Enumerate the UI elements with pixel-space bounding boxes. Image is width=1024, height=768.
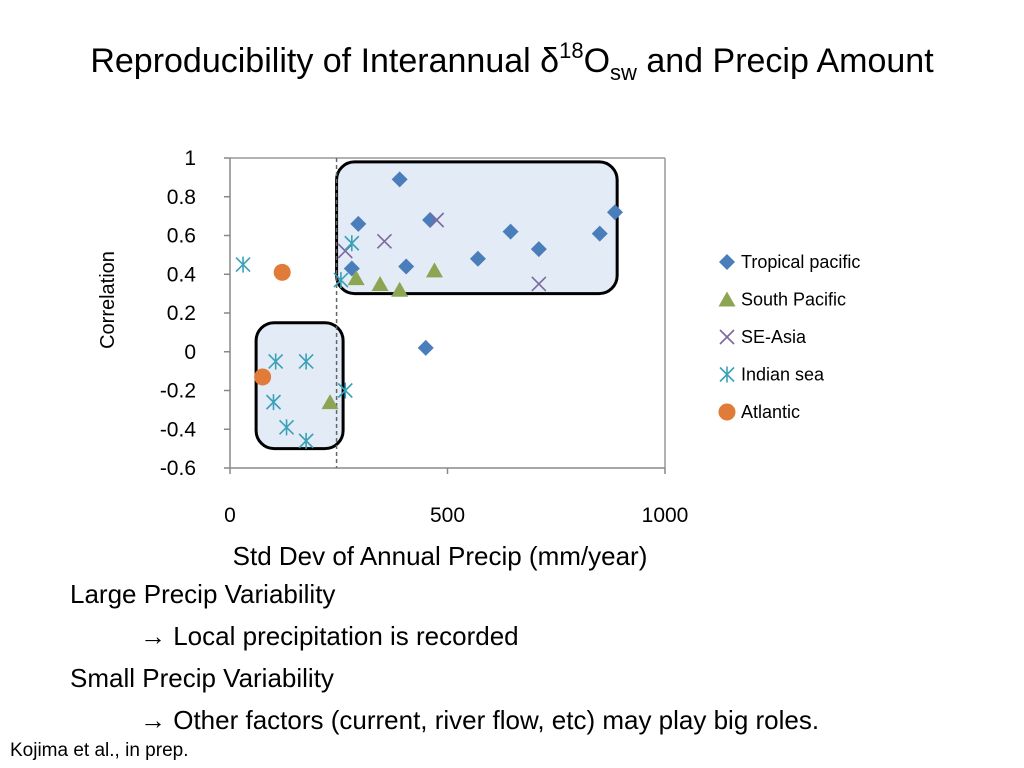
- legend-label-south-pacific: South Pacific: [741, 290, 846, 310]
- point-atlantic: [273, 263, 291, 281]
- bullet-large-variability: Large Precip Variability: [70, 579, 336, 609]
- legend-label-se-asia: SE-Asia: [741, 327, 807, 347]
- point-indian-sea: [333, 272, 349, 289]
- point-indian-sea: [337, 382, 353, 399]
- legend-marker-se-asia: [719, 329, 735, 345]
- point-tropical-pacific: [417, 339, 434, 356]
- x-tick-label: 1000: [642, 504, 689, 527]
- point-south-pacific: [371, 275, 389, 291]
- point-south-pacific: [391, 281, 409, 297]
- y-tick-label: 0: [184, 341, 196, 364]
- point-tropical-pacific: [350, 215, 367, 232]
- point-indian-sea: [344, 235, 360, 252]
- point-atlantic: [254, 368, 272, 386]
- x-axis-label: Std Dev of Annual Precip (mm/year): [232, 541, 648, 571]
- legend-label-tropical-pacific: Tropical pacific: [741, 252, 860, 272]
- x-tick-label: 500: [430, 504, 465, 527]
- highlight-region-2: [254, 321, 345, 451]
- y-tick-label: 1: [184, 147, 196, 170]
- legend-marker-tropical-pacific: [719, 254, 735, 270]
- point-indian-sea: [268, 353, 284, 370]
- point-se-asia: [376, 233, 392, 249]
- y-tick-label: 0.6: [167, 225, 196, 248]
- point-tropical-pacific: [391, 171, 408, 188]
- bullet-local-precip: → Local precipitation is recorded: [140, 621, 519, 651]
- y-axis-label: Correlation: [97, 251, 119, 349]
- point-tropical-pacific: [469, 250, 486, 267]
- point-indian-sea: [235, 256, 251, 273]
- point-tropical-pacific: [422, 212, 439, 228]
- citation: Kojima et al., in prep.: [10, 740, 189, 761]
- y-tick-label: -0.6: [160, 457, 196, 480]
- legend-marker-atlantic: [718, 403, 736, 421]
- legend-label-atlantic: Atlantic: [741, 402, 800, 422]
- point-se-asia: [429, 212, 445, 228]
- point-tropical-pacific: [606, 204, 623, 221]
- legend-marker-south-pacific: [718, 291, 736, 307]
- highlight-region-1: [335, 160, 619, 296]
- point-indian-sea: [298, 432, 314, 449]
- point-south-pacific: [347, 270, 365, 286]
- y-tick-label: 0.2: [167, 302, 196, 325]
- point-indian-sea: [278, 419, 295, 436]
- point-south-pacific: [321, 394, 339, 410]
- point-se-asia: [337, 243, 353, 259]
- legend-marker-indian-sea: [719, 366, 735, 383]
- point-se-asia: [531, 276, 547, 292]
- point-tropical-pacific: [398, 258, 415, 275]
- y-tick-label: -0.2: [160, 380, 196, 403]
- bullet-small-variability: Small Precip Variability: [70, 663, 334, 693]
- point-tropical-pacific: [530, 241, 547, 258]
- y-tick-label: -0.4: [160, 418, 197, 441]
- y-tick-label: 0.4: [167, 263, 197, 286]
- y-tick-label: 0.8: [167, 186, 196, 209]
- point-indian-sea: [298, 353, 314, 370]
- point-south-pacific: [425, 262, 443, 278]
- point-indian-sea: [265, 394, 282, 411]
- point-tropical-pacific: [502, 223, 519, 240]
- bullet-other-factors: → Other factors (current, river flow, et…: [140, 705, 820, 735]
- point-tropical-pacific: [591, 225, 608, 242]
- x-tick-label: 0: [224, 504, 236, 527]
- slide-title: Reproducibility of Interannual δ18Osw an…: [90, 38, 934, 85]
- legend-label-indian-sea: Indian sea: [741, 365, 825, 385]
